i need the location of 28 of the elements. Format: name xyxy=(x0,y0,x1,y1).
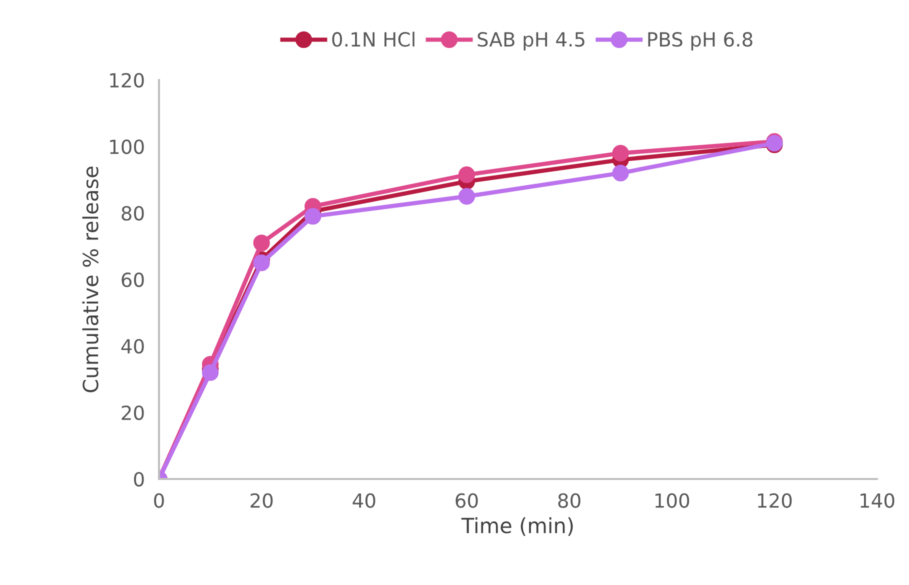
x-tick-label: 0 xyxy=(154,493,164,508)
x-tick-label: 140 xyxy=(860,493,894,508)
point xyxy=(202,364,219,381)
x-tick-label: 60 xyxy=(456,493,478,508)
point xyxy=(612,164,629,182)
legend-label: PBS pH 6.8 xyxy=(648,32,752,51)
legend-label: SAB pH 4.5 xyxy=(478,32,584,51)
y-tick-label: 40 xyxy=(121,338,144,354)
y-tick-label: 20 xyxy=(122,405,144,420)
point xyxy=(253,254,270,272)
y-tick-label: 0 xyxy=(134,472,144,487)
x-axis-title: Time (min) xyxy=(461,517,573,536)
point xyxy=(304,208,322,225)
y-tick-label: 100 xyxy=(110,139,144,154)
x-tick-label: 40 xyxy=(352,493,376,508)
y-tick-label: 80 xyxy=(122,206,144,221)
x-tick-label: 120 xyxy=(758,493,792,508)
y-tick-label: 120 xyxy=(110,72,144,88)
x-tick-label: 20 xyxy=(250,493,273,508)
x-tick-label: 80 xyxy=(558,493,580,508)
y-tick-label: 60 xyxy=(122,272,144,288)
point xyxy=(253,234,270,252)
x-tick-label: 100 xyxy=(655,493,690,508)
point xyxy=(458,166,476,184)
legend-label: 0.1N HCl xyxy=(332,32,414,47)
point xyxy=(458,188,476,205)
point xyxy=(612,144,629,162)
y-axis-title: Cumulative % release xyxy=(82,166,98,392)
